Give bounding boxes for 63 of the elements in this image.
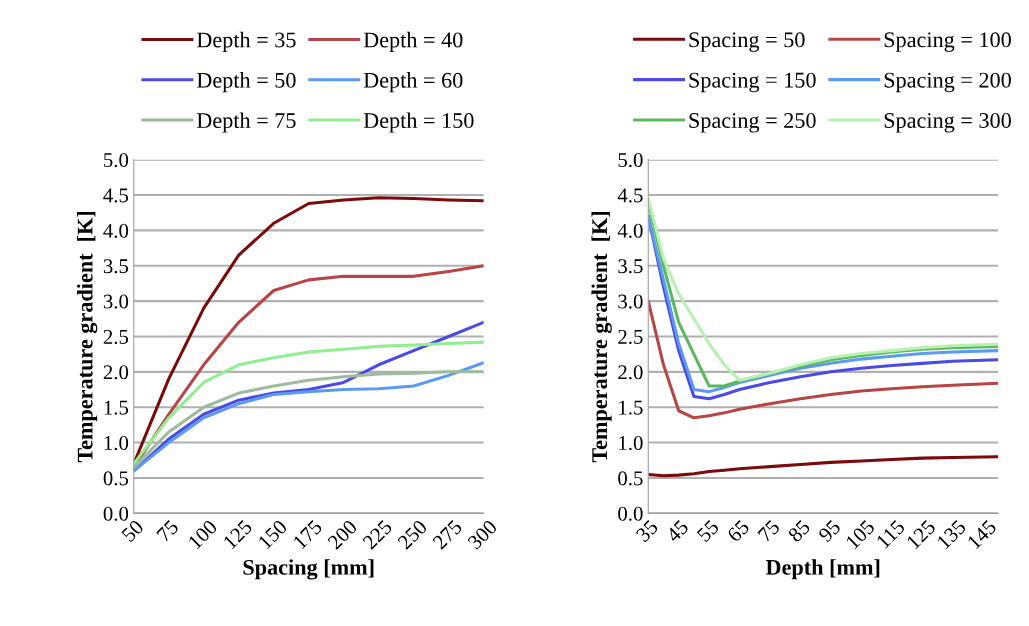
y-tick-label: 0.0: [103, 506, 129, 521]
x-tick-label: 55: [696, 519, 720, 543]
y-axis-title: Temperature gradient [K]: [591, 211, 612, 463]
y-tick-label: 1.0: [619, 435, 643, 451]
y-tick-label: 5.0: [618, 153, 643, 168]
x-tick-label: 225: [362, 519, 393, 550]
y-tick-label: 1.0: [104, 435, 129, 451]
x-tick-label: 125: [906, 519, 937, 550]
y-tick-label: 3.5: [103, 259, 129, 274]
y-tick-label: 1.5: [104, 400, 129, 415]
line-series: [133, 340, 484, 466]
y-tick-label: 5.0: [104, 153, 129, 168]
x-tick-label: 35: [635, 519, 659, 543]
legend-label: Depth = 75: [196, 112, 296, 133]
y-tick-label: 4.5: [617, 188, 643, 203]
x-tick-label: 65: [726, 519, 751, 543]
x-tick-label: 45: [665, 519, 690, 543]
x-tick-label: 115: [875, 519, 906, 549]
x-tick-label: 125: [222, 519, 253, 550]
legend-label: Depth = 150: [363, 112, 474, 133]
legend-label: Spacing = 50: [689, 32, 805, 52]
legend-label: Spacing = 250: [689, 112, 816, 133]
legend-label: Spacing = 100: [884, 32, 1011, 52]
y-tick-label: 0.5: [103, 471, 129, 486]
x-tick-label: 85: [787, 519, 811, 543]
x-tick-label: 95: [817, 519, 842, 543]
x-tick-label: 200: [327, 519, 358, 550]
x-tick-label: 75: [757, 519, 781, 543]
x-tick-label: 300: [467, 519, 498, 550]
line-series: [648, 455, 999, 478]
legend-label: Spacing = 300: [884, 112, 1011, 133]
y-tick-label: 4.0: [103, 223, 129, 238]
y-tick-label: 0.0: [618, 506, 643, 521]
legend-label: Spacing = 150: [689, 72, 816, 93]
legend-label: Depth = 50: [196, 72, 296, 93]
y-tick-label: 3.5: [618, 259, 643, 274]
legend-label: Depth = 40: [363, 31, 463, 52]
y-tick-label: 0.5: [618, 471, 643, 486]
x-tick-label: 75: [156, 519, 180, 543]
y-axis-title: Temperature gradient [K]: [76, 211, 98, 463]
x-tick-label: 100: [187, 519, 218, 550]
x-tick-label: 250: [397, 519, 428, 550]
x-tick-label: 275: [432, 519, 463, 550]
y-tick-label: 2.0: [103, 365, 129, 380]
y-tick-label: 3.0: [618, 294, 643, 309]
legend-label: Depth = 60: [363, 72, 463, 93]
x-tick-label: 175: [292, 519, 323, 550]
legend-label: Depth = 35: [196, 31, 296, 52]
x-tick-label: 105: [845, 519, 876, 550]
y-tick-label: 2.0: [618, 365, 643, 380]
y-tick-label: 2.5: [103, 329, 129, 344]
y-tick-label: 1.5: [619, 400, 643, 415]
line-series: [648, 299, 999, 420]
x-tick-label: 145: [966, 519, 998, 550]
legend-label: Spacing = 200: [884, 72, 1011, 93]
x-axis-title: Depth [mm]: [765, 559, 880, 580]
x-tick-label: 150: [257, 519, 288, 550]
y-tick-label: 4.5: [103, 188, 129, 203]
y-tick-label: 3.0: [103, 294, 129, 309]
x-axis-title: Spacing [mm]: [243, 559, 374, 580]
y-tick-label: 2.5: [618, 329, 643, 344]
x-tick-label: 135: [936, 519, 967, 550]
y-tick-label: 4.0: [617, 223, 643, 238]
